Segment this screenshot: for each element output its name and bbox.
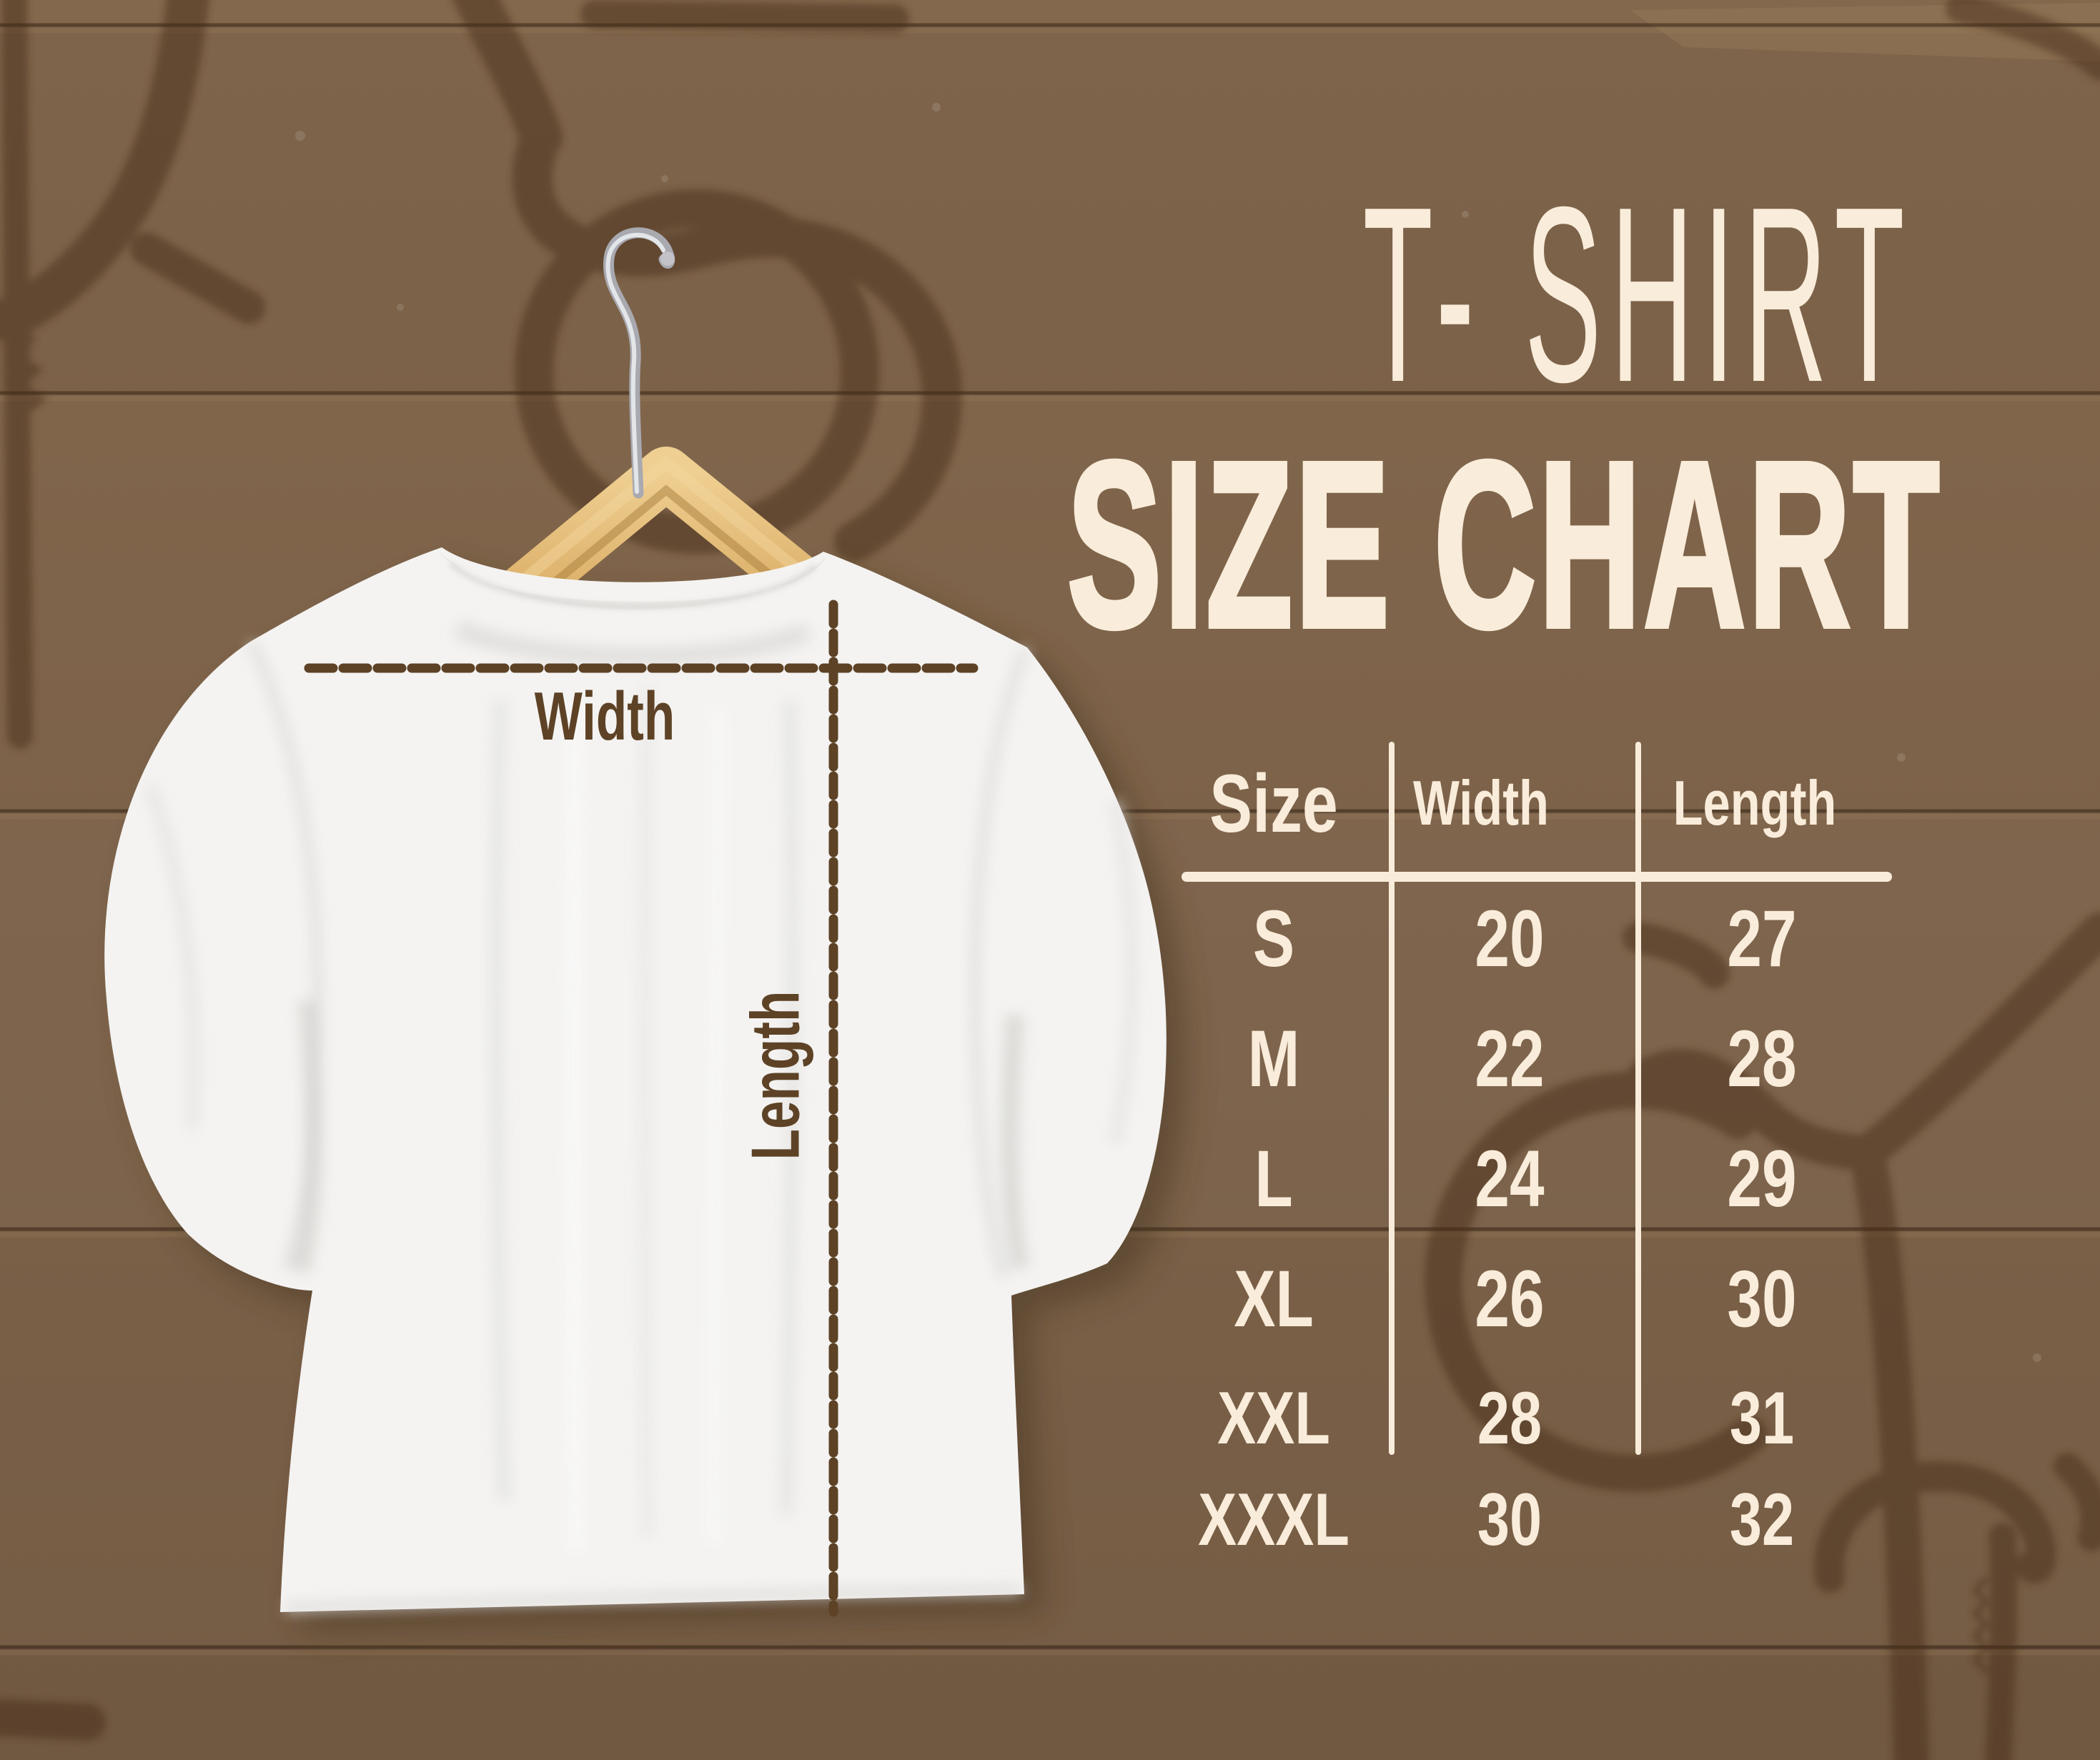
cell-size-l: L — [1254, 1135, 1292, 1224]
cell-length-xl: 30 — [1727, 1255, 1796, 1344]
cell-size-xl: XL — [1234, 1255, 1314, 1344]
metal-hook-icon — [603, 227, 675, 499]
poster-title: T- SHIRT SIZE CHART — [1065, 154, 1942, 679]
table-row: XXL 28 31 — [1217, 1376, 1794, 1459]
tshirt-mockup: Width Length — [104, 227, 1187, 1631]
table-row: S 20 27 — [1253, 895, 1797, 984]
table-header-size: Size — [1209, 757, 1337, 849]
cell-size-xxl: XXL — [1217, 1376, 1330, 1459]
cell-length-xxl: 31 — [1730, 1376, 1794, 1459]
size-table: Size Width Length S 20 27 M 22 28 L 24 2… — [1182, 742, 1892, 1561]
table-header-width: Width — [1413, 768, 1549, 838]
table-header-length: Length — [1673, 768, 1837, 838]
cell-width-l: 24 — [1475, 1135, 1544, 1224]
cell-width-xl: 26 — [1475, 1255, 1544, 1344]
cell-width-m: 22 — [1475, 1015, 1544, 1104]
cell-width-s: 20 — [1475, 895, 1544, 984]
table-row: XXXL 30 32 — [1198, 1478, 1794, 1561]
cell-length-s: 27 — [1727, 895, 1796, 984]
cell-length-xxxl: 32 — [1730, 1478, 1794, 1561]
title-line1: T- SHIRT — [1363, 154, 1914, 434]
cell-width-xxxl: 30 — [1477, 1478, 1542, 1561]
table-grid-lines — [1182, 742, 1892, 1455]
hanger-ring-behind-hook — [515, 189, 879, 554]
measurement-lines — [304, 600, 979, 1617]
table-row: XL 26 30 — [1234, 1255, 1796, 1344]
hanger-ring-right — [1425, 1071, 1768, 1492]
cell-length-m: 28 — [1727, 1015, 1796, 1104]
cell-size-m: M — [1248, 1015, 1300, 1104]
table-row: L 24 29 — [1254, 1135, 1796, 1224]
shirt-length-label: Length — [737, 991, 813, 1160]
cell-width-xxl: 28 — [1477, 1376, 1542, 1459]
shirt-body — [104, 547, 1167, 1612]
cell-size-s: S — [1253, 895, 1294, 984]
hanger-rod-left-edge — [1, 0, 33, 749]
hanger-hook-bottom-right — [1814, 1461, 2056, 1593]
hanger-curve-top-left — [0, 0, 209, 342]
shirt-collar — [437, 550, 828, 610]
cell-length-l: 29 — [1727, 1135, 1796, 1224]
shirt-width-label: Width — [535, 678, 675, 755]
dust-specks — [295, 103, 2041, 1362]
table-row: M 22 28 — [1248, 1015, 1797, 1104]
shirt-folds — [144, 620, 1138, 1613]
cell-size-xxxl: XXXL — [1198, 1478, 1349, 1561]
title-line2: SIZE CHART — [1067, 413, 1942, 677]
